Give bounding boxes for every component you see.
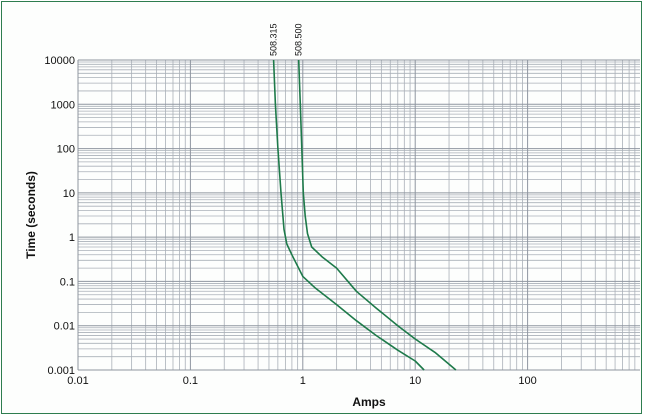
y-tick-label: 100: [57, 144, 75, 156]
series-line-508.500: [297, 59, 457, 371]
series-labels: 508.315 508.500: [269, 23, 304, 56]
series-lines: [272, 59, 457, 371]
y-tick-label: 10: [63, 188, 75, 200]
x-tick-label: 10: [409, 375, 421, 387]
series-label: 508.500: [294, 23, 304, 56]
y-axis-label: Time (seconds): [24, 171, 38, 259]
series-label: 508.315: [269, 23, 279, 56]
x-tick-label: 0.1: [183, 375, 198, 387]
x-tick-label: 1: [300, 375, 306, 387]
series-line-508.315: [272, 59, 425, 371]
y-tick-label: 0.1: [60, 276, 75, 288]
y-tick-label: 0.01: [54, 321, 75, 333]
x-tick-label: 0.01: [67, 375, 88, 387]
y-tick-label: 1: [69, 232, 75, 244]
y-tick-label: 0.001: [47, 365, 75, 377]
major-grid: [77, 59, 640, 371]
minor-grid: [78, 60, 640, 370]
x-tick-label: 100: [518, 375, 536, 387]
x-axis-label: Amps: [352, 395, 386, 409]
y-tick-label: 10000: [44, 55, 75, 67]
y-tick-label: 1000: [51, 99, 75, 111]
